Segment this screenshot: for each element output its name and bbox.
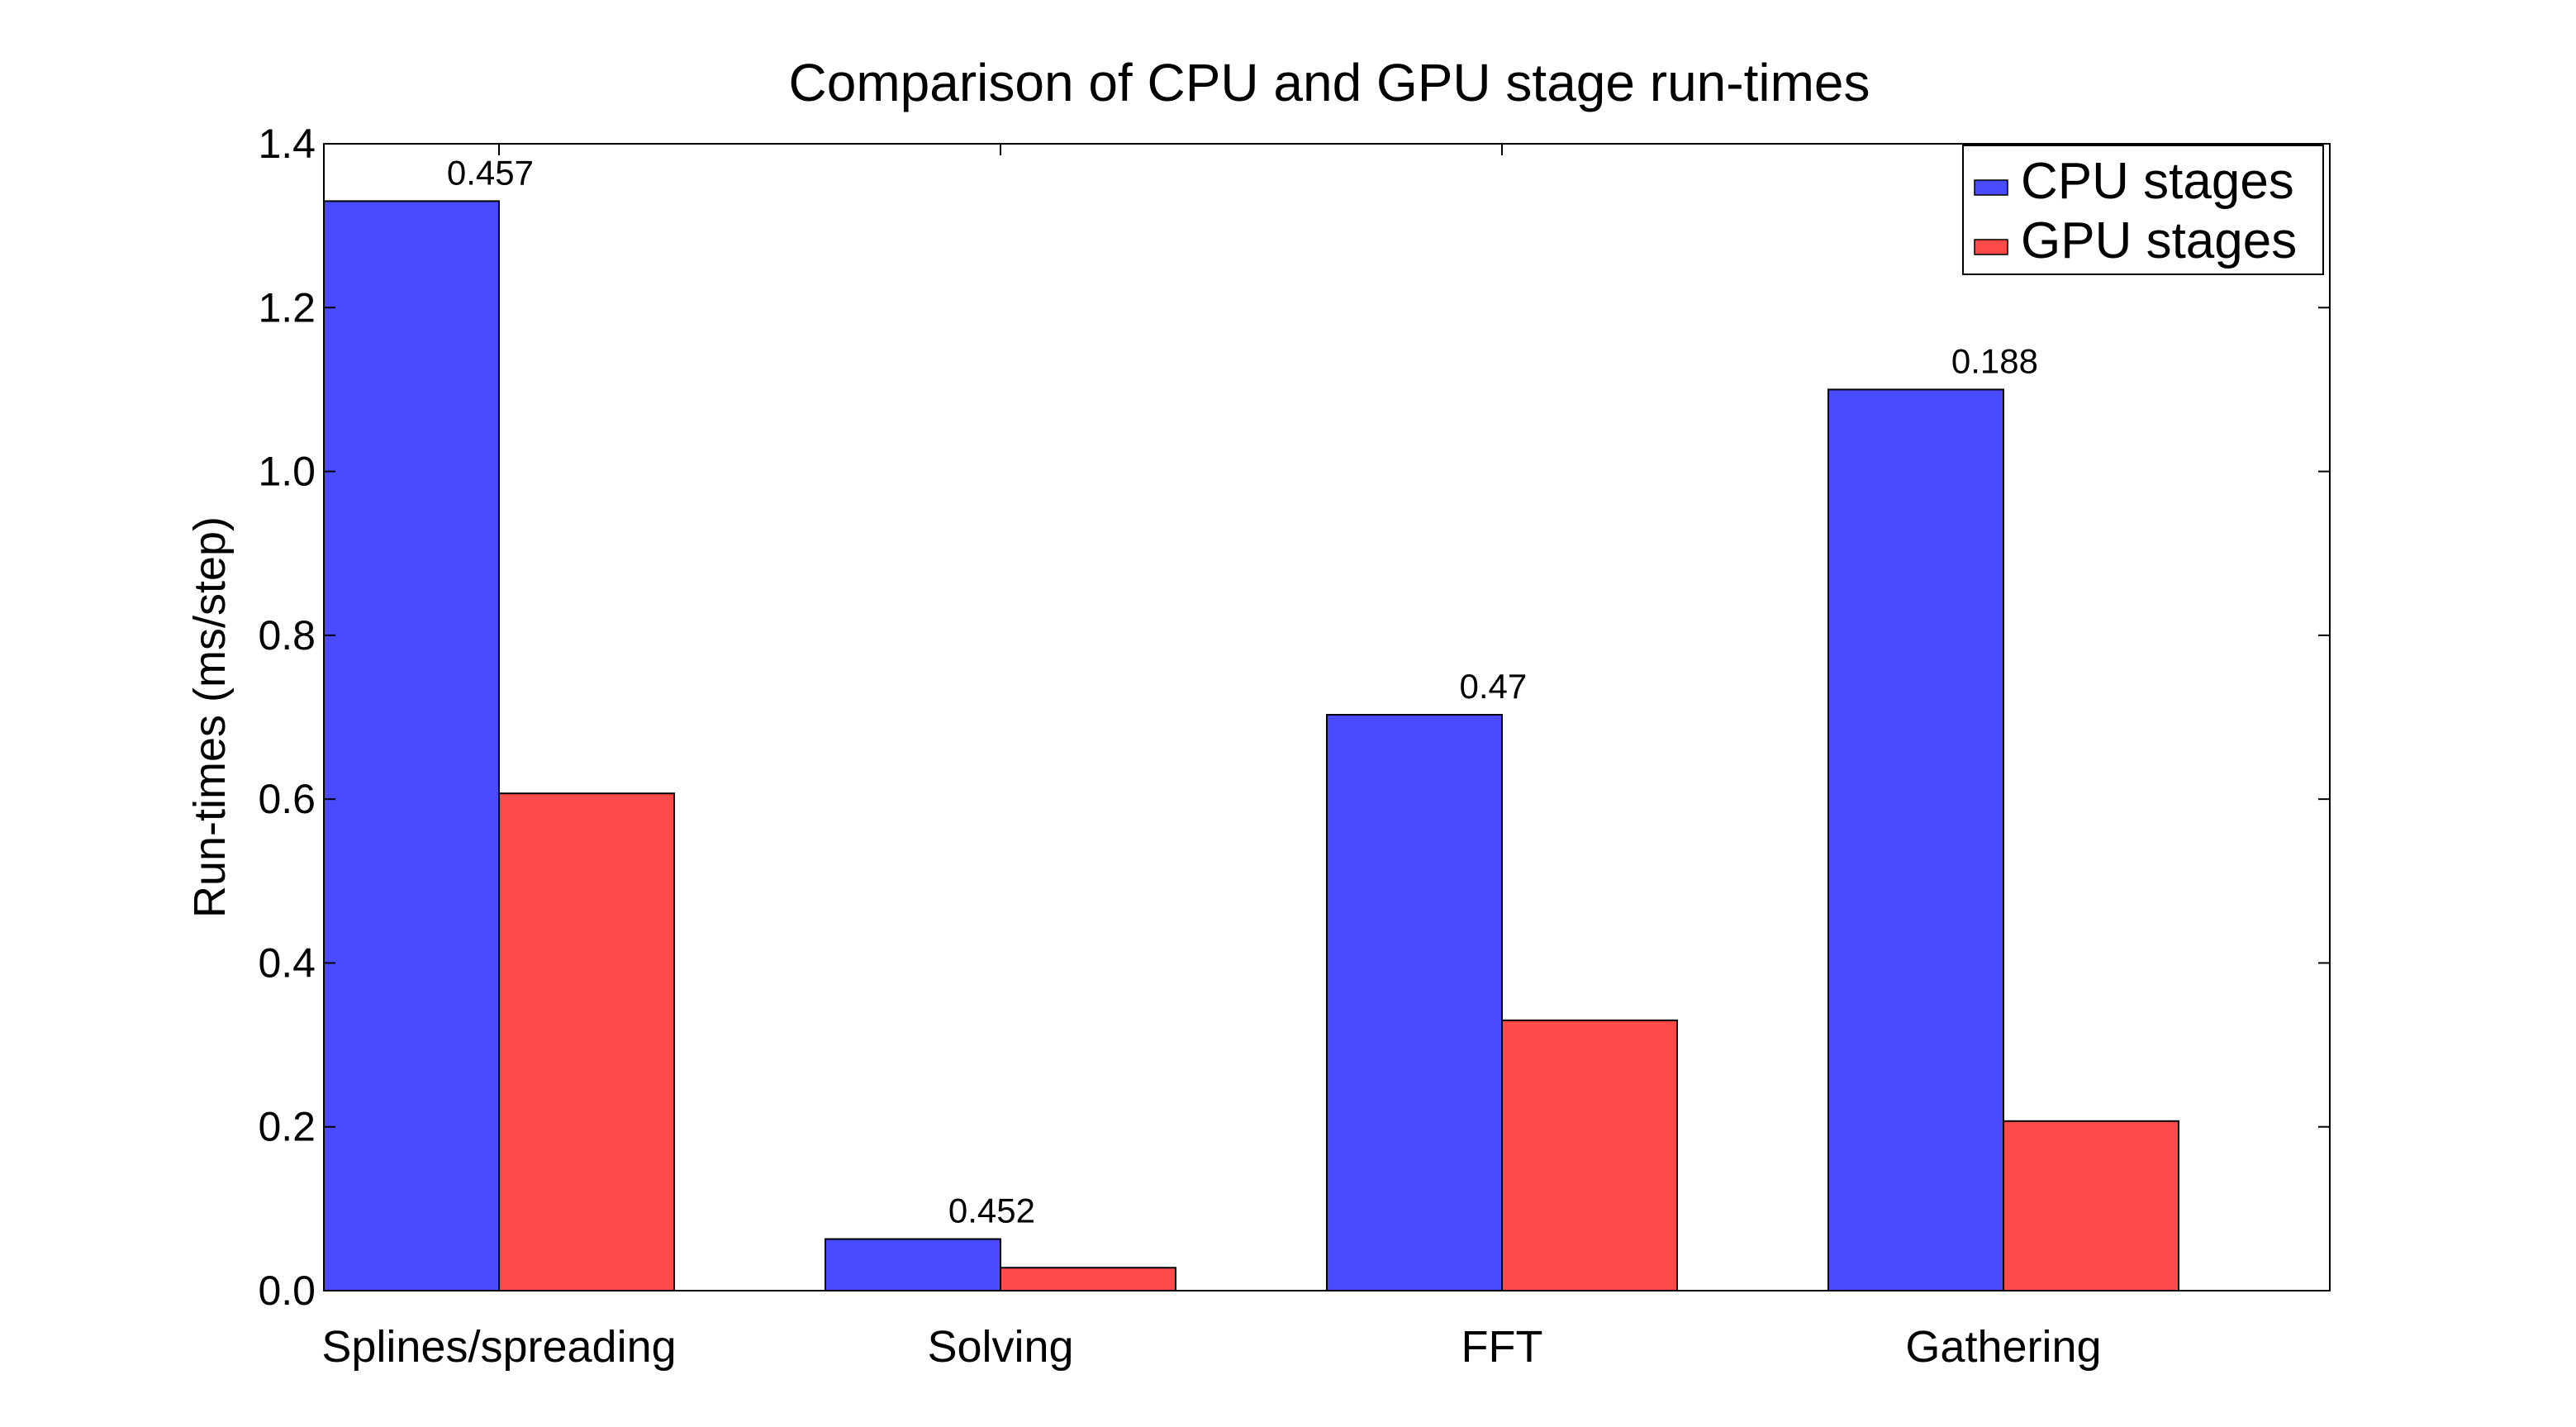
plot-frame bbox=[323, 143, 2331, 1291]
y-axis-label: Run-times (ms/step) bbox=[185, 516, 235, 918]
y-tick-label: 0.4 bbox=[258, 939, 316, 986]
legend-label: GPU stages bbox=[2021, 212, 2297, 269]
category-label: Solving bbox=[927, 1322, 1073, 1372]
data-label: 0.47 bbox=[1460, 667, 1528, 706]
y-tick-label: 0.2 bbox=[258, 1104, 316, 1150]
legend-swatch bbox=[1974, 179, 2008, 196]
data-labels: 0.457 0.452 0.47 0.188 bbox=[447, 153, 2038, 1230]
bar-gpu-3 bbox=[2003, 1120, 2179, 1291]
category-label: Gathering bbox=[1905, 1322, 2101, 1372]
data-label: 0.188 bbox=[1951, 341, 2038, 380]
category-label: Splines/spreading bbox=[321, 1322, 676, 1372]
bar-cpu-0 bbox=[323, 200, 500, 1291]
bar-gpu-1 bbox=[1000, 1267, 1176, 1291]
bar-gpu-2 bbox=[1501, 1019, 1678, 1292]
ticks-group: 0.0 0.2 0.4 0.6 0.8 1.0 1.2 1.4 bbox=[258, 121, 2330, 1314]
bar-gpu-0 bbox=[498, 792, 675, 1291]
legend-label: CPU stages bbox=[2021, 153, 2294, 210]
chart-title: Comparison of CPU and GPU stage run-time… bbox=[789, 53, 1870, 112]
y-tick-label: 0.8 bbox=[258, 612, 316, 659]
bar-cpu-3 bbox=[1827, 388, 2004, 1291]
bar-cpu-2 bbox=[1326, 714, 1503, 1291]
bar-cpu-1 bbox=[825, 1238, 1001, 1292]
legend-swatch bbox=[1974, 239, 2008, 255]
category-labels: Splines/spreading Solving FFT Gathering bbox=[321, 1322, 2101, 1372]
category-label: FFT bbox=[1461, 1322, 1543, 1372]
data-label: 0.452 bbox=[948, 1192, 1035, 1230]
y-tick-label: 1.0 bbox=[258, 449, 316, 495]
y-tick-label: 1.4 bbox=[258, 121, 316, 167]
y-tick-label: 0.0 bbox=[258, 1268, 316, 1314]
y-tick-label: 1.2 bbox=[258, 284, 316, 331]
bars-group bbox=[323, 200, 2179, 1292]
y-tick-label: 0.6 bbox=[258, 776, 316, 822]
legend-box bbox=[1962, 145, 2324, 275]
data-label: 0.457 bbox=[447, 153, 534, 192]
